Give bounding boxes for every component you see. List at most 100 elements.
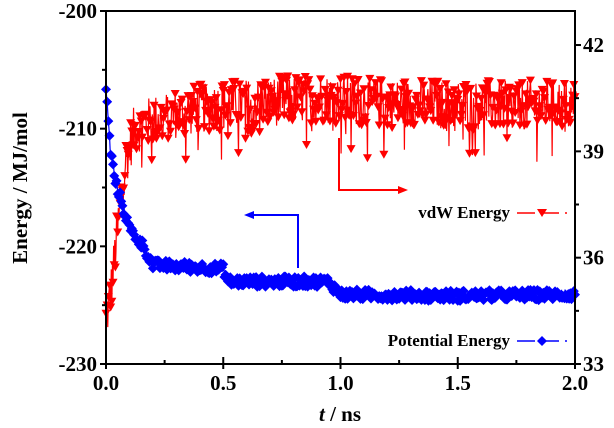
data-point [449, 86, 459, 95]
data-point [365, 74, 375, 83]
data-point [219, 81, 229, 90]
data-point [348, 112, 358, 121]
data-point [187, 91, 197, 100]
data-point [262, 108, 272, 117]
data-point [454, 90, 464, 99]
data-point [248, 126, 258, 135]
data-point [500, 104, 510, 113]
data-point [457, 101, 467, 110]
data-point [165, 127, 175, 136]
y-right-tick-label: 33 [583, 352, 604, 376]
data-point [103, 116, 114, 127]
data-point [294, 76, 304, 85]
plot-frame [105, 10, 576, 365]
data-point [373, 103, 383, 112]
data-point [280, 90, 290, 99]
data-point [374, 121, 384, 130]
data-point [530, 107, 540, 116]
data-point [446, 116, 456, 125]
data-point [470, 149, 480, 158]
data-point [304, 76, 314, 85]
data-point [221, 111, 231, 120]
data-point [409, 120, 419, 129]
series-potential-energy [101, 84, 580, 306]
data-point [357, 121, 367, 130]
data-point [361, 118, 371, 127]
data-point [141, 110, 151, 119]
data-point [266, 87, 276, 96]
data-point [111, 175, 122, 186]
data-point [377, 77, 387, 86]
data-point [521, 90, 531, 99]
x-tick-label: 0.5 [210, 371, 236, 395]
data-point [360, 113, 370, 122]
data-point [536, 112, 546, 121]
data-point [189, 82, 199, 91]
data-point [156, 103, 166, 112]
data-point [362, 154, 372, 163]
data-point [163, 134, 173, 143]
data-point [157, 132, 167, 141]
data-point [149, 101, 159, 110]
data-point [279, 111, 289, 120]
data-point [272, 97, 282, 106]
data-point [232, 111, 242, 120]
arrow-head-right-icon [398, 186, 408, 194]
data-point [299, 87, 309, 96]
data-point [197, 89, 207, 98]
data-point [241, 134, 251, 143]
data-point [343, 72, 353, 81]
y-right-tick-label: 39 [583, 139, 604, 163]
data-point [379, 150, 389, 159]
data-point [209, 122, 219, 131]
data-point [412, 91, 422, 100]
data-point [351, 99, 361, 108]
data-point [522, 120, 532, 129]
data-point [392, 101, 402, 110]
data-point [235, 80, 245, 89]
series-vdw-energy [101, 72, 580, 328]
data-point [151, 134, 161, 143]
data-point [134, 127, 144, 136]
data-point [372, 92, 382, 101]
ticks: 0.0 0.5 1.0 1.5 2.0 -230 -220 -210 -200 33 36 39 42 [59, 0, 605, 395]
data-point [333, 86, 343, 95]
data-point [555, 118, 565, 127]
y-axis-left-title: Energy / MJ/mol [8, 112, 32, 264]
data-point [314, 103, 324, 112]
data-point [236, 113, 246, 122]
legend-marker-diamond-icon [537, 336, 547, 346]
data-point [350, 80, 360, 89]
data-point [569, 80, 579, 89]
y-left-tick-label: -220 [59, 234, 98, 258]
data-point [456, 110, 466, 119]
data-point [223, 132, 233, 141]
axes [105, 10, 576, 365]
x-axis-title-var: t [319, 402, 326, 426]
data-point [557, 122, 567, 131]
data-point [184, 116, 194, 125]
data-point [182, 107, 192, 116]
data-point [207, 98, 217, 107]
data-point [292, 103, 302, 112]
data-point [458, 285, 469, 296]
data-point [563, 110, 573, 119]
x-tick-label: 1.0 [327, 371, 353, 395]
data-point [366, 86, 376, 95]
data-point [287, 116, 297, 125]
data-point [556, 109, 566, 118]
data-point [353, 76, 363, 85]
y-right-tick-label: 42 [583, 33, 604, 57]
data-point [265, 112, 275, 121]
data-point [188, 97, 198, 106]
data-point [325, 117, 335, 126]
data-point [296, 93, 306, 102]
data-point [137, 133, 147, 142]
data-point [214, 116, 224, 125]
data-point [119, 184, 129, 193]
y-right-tick-label: 36 [583, 246, 604, 270]
annotation-layer [244, 138, 408, 268]
data-point [327, 83, 337, 92]
data-point [139, 244, 150, 255]
